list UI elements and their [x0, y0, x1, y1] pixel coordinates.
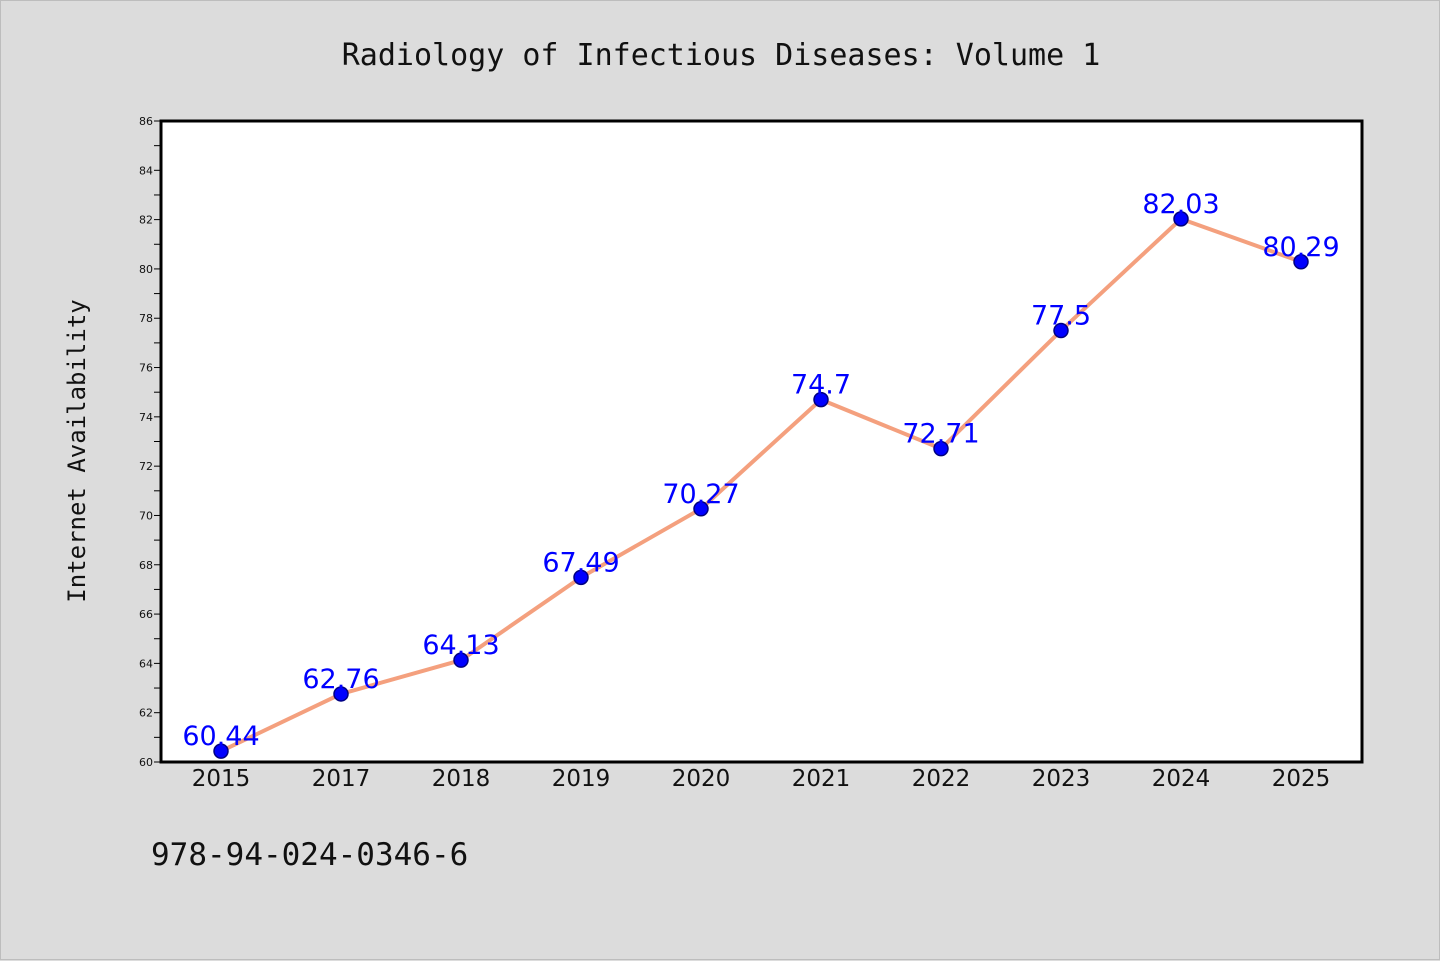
y-tick-label: 70 — [139, 509, 153, 522]
data-point — [813, 391, 829, 408]
data-point — [1053, 322, 1069, 339]
plot-area — [159, 119, 1364, 764]
x-tick-label: 2021 — [792, 766, 851, 792]
y-tick-label: 82 — [139, 214, 153, 227]
data-point — [933, 440, 949, 457]
x-tick-label: 2019 — [552, 766, 611, 792]
data-point — [693, 501, 709, 517]
y-tick-label: 62 — [139, 707, 153, 720]
data-point — [333, 686, 349, 702]
x-tick-label: 2015 — [192, 766, 251, 792]
data-label: 72.71 — [902, 419, 979, 450]
x-tick-label: 2020 — [672, 766, 731, 792]
y-tick-label: 74 — [139, 411, 153, 424]
y-tick-label: 66 — [139, 608, 153, 621]
x-tick-label: 2023 — [1032, 766, 1091, 792]
y-tick-label: 60 — [139, 756, 153, 769]
y-tick-label: 72 — [139, 460, 153, 473]
y-tick-label: 76 — [139, 362, 153, 375]
data-point — [213, 743, 229, 759]
y-axis: 60 62 64 66 68 70 72 74 76 78 80 82 84 86 — [139, 115, 161, 769]
y-axis-label: Internet Availability — [63, 299, 91, 602]
x-axis: 2015 2017 2018 2019 2020 2021 2022 2023 2024 2025 — [192, 766, 1331, 792]
data-point — [573, 569, 589, 586]
data-label: 80.29 — [1262, 232, 1339, 263]
data-label: 60.44 — [182, 721, 259, 752]
data-label: 62.76 — [302, 664, 379, 695]
data-point — [1173, 211, 1189, 227]
x-tick-label: 2017 — [312, 766, 371, 792]
data-point — [453, 652, 469, 668]
x-tick-label: 2022 — [912, 766, 971, 792]
data-label: 82.03 — [1142, 189, 1219, 220]
data-label: 74.7 — [791, 370, 851, 401]
isbn-footer: 978-94-024-0346-6 — [151, 837, 468, 873]
data-markers — [213, 211, 1309, 759]
x-tick-label: 2024 — [1152, 766, 1211, 792]
x-tick-label: 2025 — [1272, 766, 1331, 792]
data-label: 70.27 — [662, 479, 739, 510]
series-line — [219, 216, 1303, 754]
data-label: 67.49 — [542, 547, 619, 578]
chart-title: Radiology of Infectious Diseases: Volume… — [342, 38, 1101, 73]
x-tick-label: 2018 — [432, 766, 491, 792]
y-tick-label: 80 — [139, 263, 153, 276]
data-label: 64.13 — [422, 630, 499, 661]
y-tick-label: 84 — [139, 164, 153, 177]
data-label: 77.5 — [1031, 301, 1091, 332]
y-tick-label: 86 — [139, 115, 153, 128]
y-tick-label: 64 — [139, 657, 153, 670]
y-tick-label: 78 — [139, 312, 153, 325]
y-tick-label: 68 — [139, 559, 153, 572]
data-labels: 60.44 62.76 64.13 67.49 70.27 74.7 72.71 77.5 82… — [182, 189, 1339, 752]
data-point — [1293, 254, 1309, 270]
